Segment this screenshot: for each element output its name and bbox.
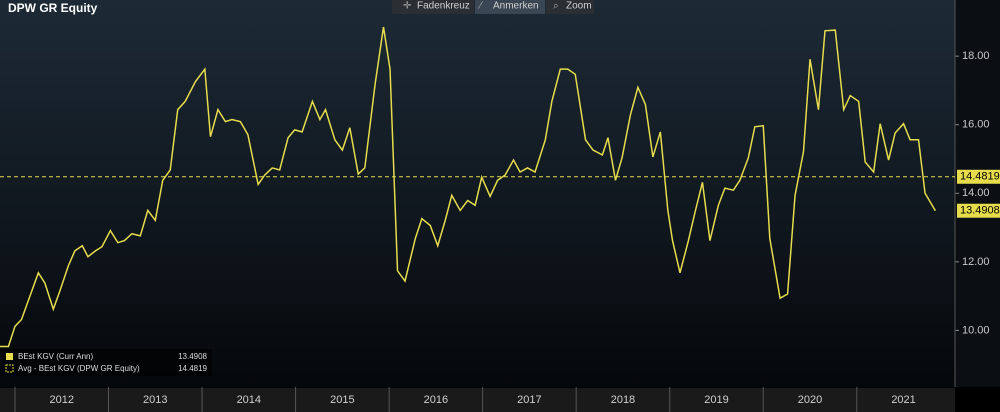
x-tick-label: 2012 [49, 394, 73, 406]
x-tick-label: 2014 [237, 394, 261, 406]
legend-label: BEst KGV (Curr Ann) [18, 352, 93, 361]
toolbar-button[interactable] [546, 0, 594, 14]
axis-area [955, 0, 1000, 387]
chart-title: DPW GR Equity [8, 1, 98, 15]
legend-swatch [5, 364, 14, 373]
y-tick-label: 16.00 [962, 119, 990, 131]
x-tick-label: 2021 [891, 394, 915, 406]
y-tick-label: 14.00 [962, 187, 990, 199]
toolbar-button[interactable] [475, 0, 545, 14]
average-label-box [957, 169, 1000, 184]
toolbar: ✛ Fadenkreuz ⁄ Anmerken ⌕ Zoom [392, 0, 594, 14]
x-tick-label: 2019 [704, 394, 728, 406]
legend-label: Avg - BEst KGV (DPW GR Equity) [18, 364, 140, 373]
toolbar-label[interactable]: Zoom [566, 1, 592, 12]
icon: ✛ [403, 1, 411, 12]
y-tick-label: 10.00 [962, 324, 990, 336]
last-value-label: 13.4908 [960, 205, 1000, 217]
x-axis-bar [0, 388, 955, 412]
average-label: 14.4819 [960, 171, 1000, 183]
x-tick-label: 2015 [330, 394, 354, 406]
legend: BEst KGV (Curr Ann) 13.4908 Avg - BEst KGV… [0, 349, 212, 376]
toolbar-button[interactable] [392, 0, 474, 14]
x-tick-label: 2016 [424, 394, 448, 406]
legend-bg [0, 349, 212, 376]
y-tick-label: 18.00 [962, 50, 990, 62]
legend-value: 14.4819 [178, 364, 207, 373]
toolbar-label[interactable]: Fadenkreuz [417, 1, 470, 12]
x-tick-label: 2013 [143, 394, 167, 406]
x-tick-label: 2020 [798, 394, 822, 406]
legend-swatch [6, 353, 13, 360]
icon: ⁄ [477, 1, 483, 12]
toolbar-label[interactable]: Anmerken [493, 1, 539, 12]
x-tick-label: 2018 [611, 394, 635, 406]
line [0, 26, 937, 348]
x-tick-label: 2017 [517, 394, 541, 406]
icon: ⌕ [553, 1, 559, 12]
y-tick-label: 12.00 [962, 256, 990, 268]
legend-value: 13.4908 [178, 352, 207, 361]
last-value-label-box [957, 203, 1000, 218]
